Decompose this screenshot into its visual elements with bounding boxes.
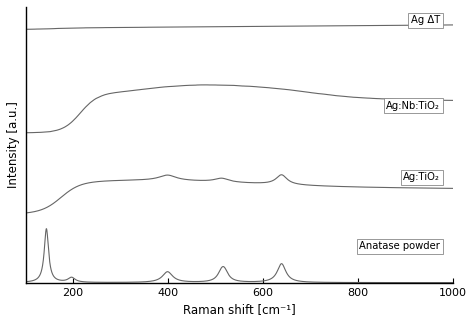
Text: Ag:Nb:TiO₂: Ag:Nb:TiO₂ bbox=[386, 101, 440, 111]
X-axis label: Raman shift [cm⁻¹]: Raman shift [cm⁻¹] bbox=[183, 303, 296, 316]
Text: Ag:TiO₂: Ag:TiO₂ bbox=[403, 172, 440, 182]
Y-axis label: Intensity [a.u.]: Intensity [a.u.] bbox=[7, 101, 20, 188]
Text: Ag ΔT: Ag ΔT bbox=[411, 15, 440, 25]
Text: Anatase powder: Anatase powder bbox=[359, 241, 440, 251]
